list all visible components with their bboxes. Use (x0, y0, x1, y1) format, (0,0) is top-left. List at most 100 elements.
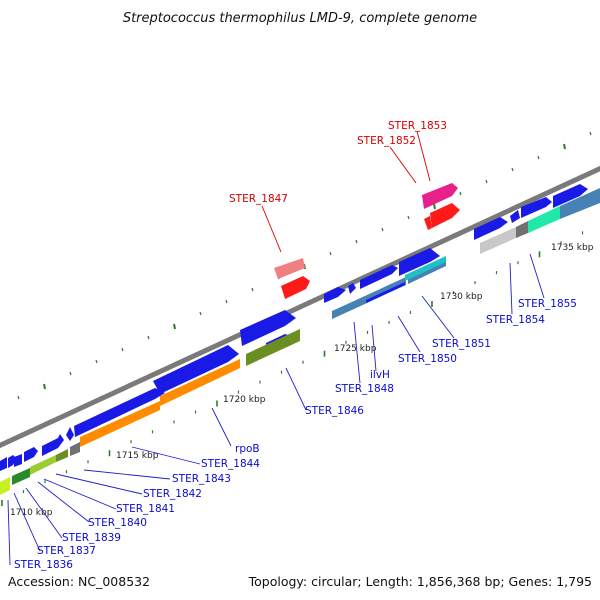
tick-mark (43, 383, 46, 390)
leader-line (421, 295, 455, 339)
leader-line (353, 321, 361, 384)
inner-track (0, 188, 600, 495)
leader-line (416, 130, 431, 182)
gene-arrow (66, 427, 74, 441)
gene-block (366, 282, 405, 303)
gene-label: STER_1854 (486, 314, 545, 326)
gene-block (246, 329, 300, 366)
gene-block (332, 301, 354, 319)
gene-block (0, 477, 10, 495)
gene-arrow (281, 276, 310, 299)
tick-mark (485, 179, 488, 184)
leader-line (25, 487, 63, 539)
gene-label: ilvH (370, 369, 390, 381)
tick-mark (381, 227, 384, 232)
gene-block (80, 401, 160, 447)
gene-block (12, 468, 30, 485)
gene-label: STER_1853 (388, 120, 447, 132)
gene-label: STER_1848 (335, 383, 394, 395)
tick-mark (95, 359, 98, 364)
gene-arrow (42, 434, 64, 456)
gene-arrow (0, 457, 7, 471)
leader-line (211, 407, 232, 447)
gene-label: STER_1836 (14, 559, 73, 571)
tick-mark (589, 131, 592, 136)
gene-label: STER_1840 (88, 517, 147, 529)
kbp-label: 1710 kbp (10, 508, 53, 518)
gene-arrow (510, 210, 520, 223)
tick-mark (69, 371, 72, 376)
leader-line (13, 492, 41, 552)
leader-line (131, 446, 201, 465)
gene-label: STER_1850 (398, 353, 457, 365)
leader-line (83, 469, 171, 480)
tick-mark (355, 239, 358, 244)
gene-block (516, 221, 528, 238)
leader-line (261, 205, 282, 253)
gene-label: STER_1839 (62, 532, 121, 544)
gene-arrow (424, 216, 432, 230)
gene-arrow (521, 197, 552, 218)
leader-line (37, 481, 90, 523)
gene-label: STER_1851 (432, 338, 491, 350)
gene-block (480, 227, 516, 254)
leader-lines (7, 130, 545, 566)
tick-mark (563, 143, 566, 150)
gene-arrow (553, 184, 588, 208)
leader-line (7, 499, 11, 566)
gene-labels: STER_1836 STER_1837 STER_1839 STER_1840 … (14, 120, 577, 571)
gene-label: STER_1837 (37, 545, 96, 557)
tick-mark (537, 155, 540, 160)
gene-arrow (74, 388, 165, 437)
gene-arrow (24, 447, 38, 462)
tick-mark (173, 323, 176, 330)
gene-label: STER_1843 (172, 473, 231, 485)
kbp-label: 1730 kbp (440, 292, 483, 302)
genome-summary-text: Topology: circular; Length: 1,856,368 bp… (248, 574, 592, 589)
map-title: Streptococcus thermophilus LMD-9, comple… (123, 11, 477, 26)
scale-ticks (1, 231, 584, 506)
kbp-label: 1720 kbp (223, 395, 266, 405)
leader-line (389, 146, 417, 184)
gene-label: STER_1852 (357, 135, 416, 147)
leader-line (509, 262, 513, 315)
gene-arrow (474, 217, 508, 240)
kbp-label: 1735 kbp (551, 243, 594, 253)
gene-block (30, 455, 56, 475)
gene-label: STER_1846 (305, 405, 364, 417)
gene-arrow (430, 203, 460, 228)
gene-block (160, 359, 240, 406)
gene-block (56, 449, 68, 462)
leader-line (397, 315, 421, 353)
gene-arrow (274, 258, 305, 279)
leader-line (55, 473, 143, 495)
genome-backbone (0, 165, 600, 449)
tick-mark (329, 251, 332, 256)
gene-arrow (153, 345, 239, 394)
gene-label: STER_1855 (518, 298, 577, 310)
tick-mark (511, 167, 514, 172)
gene-label: STER_1842 (143, 488, 202, 500)
gene-block (70, 442, 80, 456)
gene-arrow (14, 454, 22, 467)
leader-line (371, 324, 377, 372)
gene-arrow (240, 310, 296, 346)
gene-block (405, 256, 446, 281)
gene-block (528, 206, 560, 233)
leader-line (43, 478, 117, 510)
kbp-labels: 1710 kbp 1715 kbp 1720 kbp 1725 kbp 1730… (10, 243, 594, 518)
gene-label: STER_1841 (116, 503, 175, 515)
highlight-features (274, 183, 460, 299)
tick-mark (225, 299, 228, 304)
tick-mark (147, 335, 150, 340)
kbp-label: 1725 kbp (334, 344, 377, 354)
kbp-label: 1715 kbp (116, 451, 159, 461)
tick-mark (459, 191, 462, 196)
gene-arrow (399, 248, 440, 276)
tick-mark (407, 215, 410, 220)
gene-arrow (422, 183, 458, 209)
gene-label: STER_1844 (201, 458, 260, 470)
gene-label: STER_1847 (229, 193, 288, 205)
